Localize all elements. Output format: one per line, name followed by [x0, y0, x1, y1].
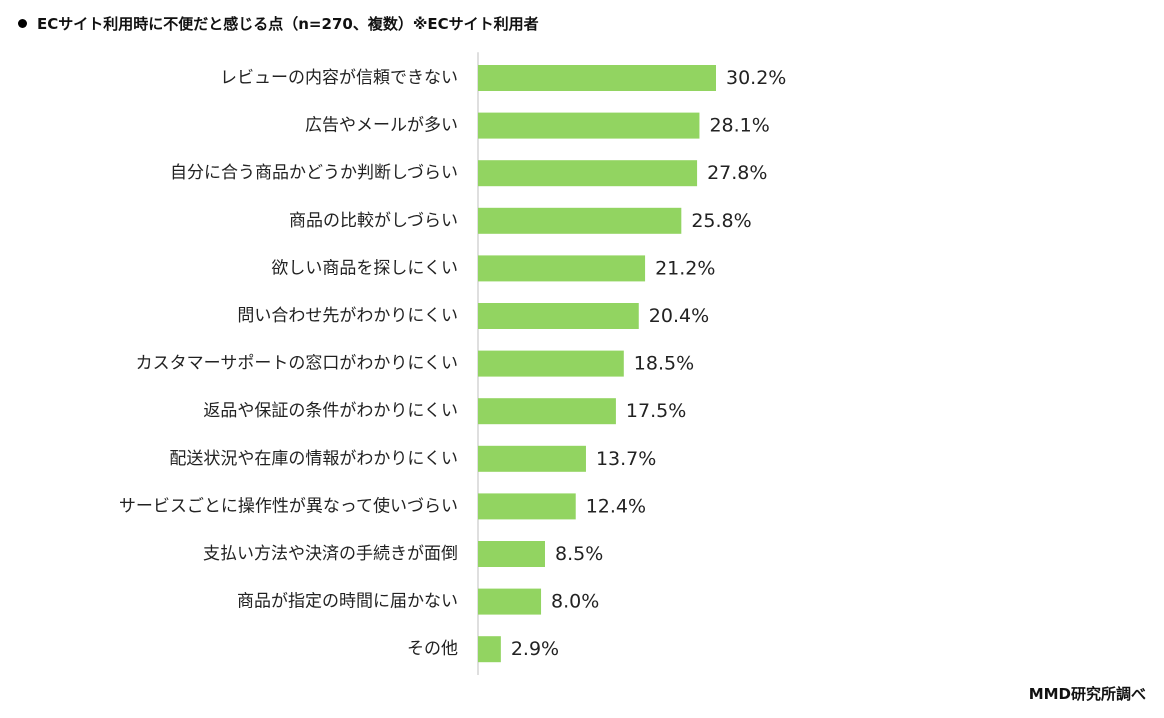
category-labels: レビューの内容が信頼できない広告やメールが多い自分に合う商品かどうか判断しづらい… — [119, 68, 458, 659]
category-label: 配送状況や在庫の情報がわかりにくい — [169, 449, 458, 469]
bar — [478, 541, 545, 567]
bullet-icon — [18, 18, 27, 28]
category-label: サービスごとに操作性が異なって使いづらい — [119, 495, 458, 516]
bar — [478, 493, 576, 520]
bar — [478, 303, 639, 329]
value-label: 2.9% — [511, 638, 559, 660]
category-label: 支払い方法や決済の手続きが面倒 — [203, 544, 458, 564]
value-label: 20.4% — [649, 305, 709, 327]
bar — [478, 398, 616, 425]
category-label: 広告やメールが多い — [305, 116, 458, 136]
category-label: 欲しい商品を探しにくい — [271, 258, 458, 278]
bar — [478, 350, 624, 377]
bar — [478, 112, 700, 139]
category-label: レビューの内容が信頼できない — [220, 68, 458, 88]
chart-title: ECサイト利用時に不便だと感じる点（n=270、複数）※ECサイト利用者 — [37, 14, 539, 33]
value-label: 25.8% — [691, 210, 751, 232]
category-label: カスタマーサポートの窓口がわかりにくい — [136, 354, 458, 374]
bar — [478, 207, 682, 234]
value-label: 27.8% — [707, 162, 767, 184]
value-label: 30.2% — [726, 67, 786, 89]
bar — [478, 588, 542, 615]
category-label: 商品が指定の時間に届かない — [237, 592, 458, 612]
value-label: 17.5% — [626, 400, 686, 422]
source-credit: MMD研究所調べ — [1028, 685, 1146, 703]
value-label: 8.0% — [551, 591, 599, 613]
value-label: 21.2% — [655, 257, 715, 279]
category-label: その他 — [407, 639, 458, 659]
bar — [478, 255, 646, 282]
value-label: 8.5% — [555, 543, 603, 565]
bar — [478, 160, 698, 187]
bar — [478, 445, 586, 472]
bars — [478, 65, 716, 663]
category-label: 自分に合う商品かどうか判断しづらい — [170, 163, 458, 183]
bar — [478, 636, 501, 663]
category-label: 問い合わせ先がわかりにくい — [237, 306, 458, 326]
value-label: 28.1% — [709, 115, 769, 137]
chart-title-row: ECサイト利用時に不便だと感じる点（n=270、複数）※ECサイト利用者 — [18, 10, 539, 36]
category-label: 商品の比較がしづらい — [289, 211, 458, 231]
value-labels: 30.2% 28.1% 27.8% 25.8% 21.2% 20.4% 18.5% 17.5%… — [511, 67, 787, 660]
bar — [478, 65, 716, 91]
category-label: 返品や保証の条件がわかりにくい — [203, 401, 458, 421]
value-label: 18.5% — [634, 353, 694, 375]
value-label: 13.7% — [596, 448, 656, 470]
value-label: 12.4% — [586, 495, 646, 517]
